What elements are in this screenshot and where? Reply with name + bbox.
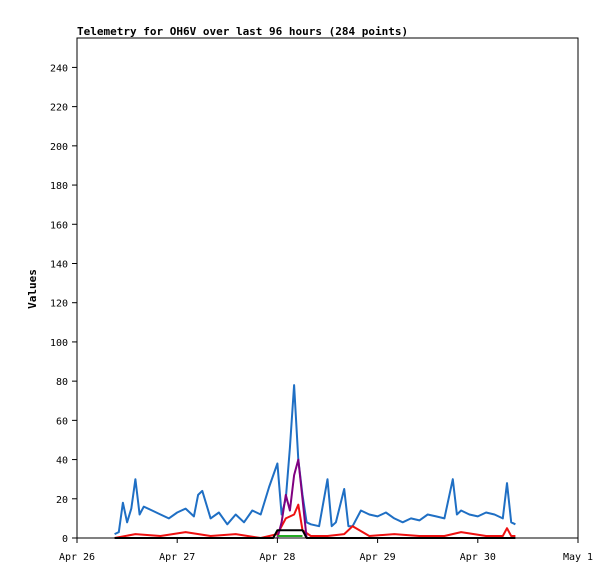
- plot-frame: [76, 37, 579, 539]
- x-tick-label: Apr 27: [159, 552, 195, 563]
- x-tick-label: Apr 26: [59, 552, 95, 563]
- y-axis-label: Values: [26, 269, 39, 309]
- y-tick-label: 80: [56, 377, 68, 388]
- y-tick-label: 120: [50, 299, 68, 310]
- y-tick-label: 0: [62, 534, 68, 545]
- y-tick-label: 60: [56, 416, 68, 427]
- y-tick-label: 100: [50, 338, 68, 349]
- y-tick-label: 180: [50, 181, 68, 192]
- series-line-4: [114, 529, 516, 539]
- y-axis: 0 20 40 60 80 100 120 140 160 180 200 220 240: [50, 63, 77, 545]
- series-line-3: [276, 458, 308, 539]
- y-tick-label: 200: [50, 142, 68, 153]
- y-tick-label: 220: [50, 103, 68, 114]
- x-axis: Apr 26 Apr 27 Apr 28 Apr 29 Apr 30 May 1: [59, 538, 593, 563]
- y-tick-label: 140: [50, 259, 68, 270]
- series-line-1: [114, 384, 516, 536]
- y-tick-label: 240: [50, 63, 68, 74]
- y-tick-label: 160: [50, 220, 68, 231]
- x-tick-label: Apr 28: [259, 552, 295, 563]
- series-group: [114, 384, 516, 539]
- y-tick-label: 20: [56, 495, 68, 506]
- x-tick-label: May 1: [563, 552, 593, 563]
- y-tick-label: 40: [56, 456, 68, 467]
- x-tick-label: Apr 30: [460, 552, 496, 563]
- series-line-2: [114, 503, 516, 539]
- chart-title: Telemetry for OH6V over last 96 hours (2…: [77, 25, 408, 38]
- x-tick-label: Apr 29: [360, 552, 396, 563]
